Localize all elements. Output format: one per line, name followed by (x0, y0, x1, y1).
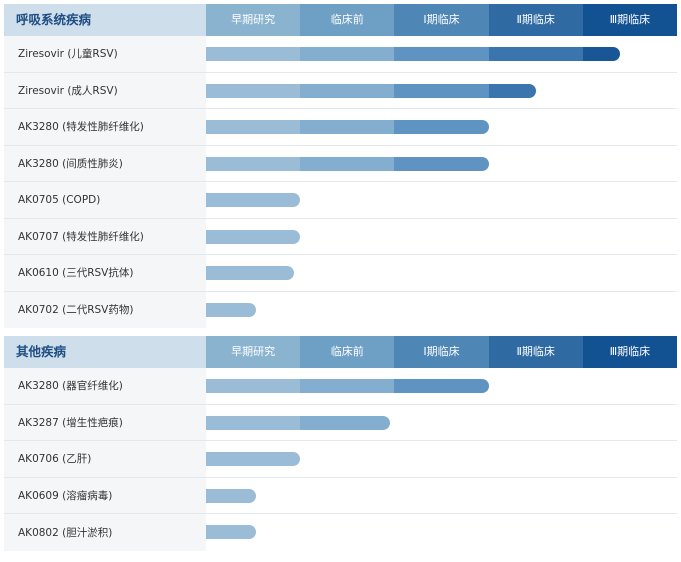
pipeline-row: AK0609 (溶瘤病毒) (4, 477, 677, 514)
stage-header-5: Ⅲ期临床 (582, 336, 677, 368)
drug-label: AK3280 (特发性肺纤维化) (4, 109, 206, 145)
pipeline-row: AK0610 (三代RSV抗体) (4, 255, 677, 292)
drug-label: AK0609 (溶瘤病毒) (4, 477, 206, 513)
progress-bar (206, 452, 301, 466)
drug-label: AK0705 (COPD) (4, 182, 206, 218)
progress-bar (206, 488, 256, 503)
bar-segment-stage-1 (206, 415, 301, 430)
other-diseases-panel: 其他疾病 早期研究 临床前 Ⅰ期临床 Ⅱ期临床 Ⅲ期临床 AK3280 (器官纤维化) A… (4, 336, 677, 551)
bar-segment-stage-1 (206, 452, 301, 466)
bar-track (206, 514, 677, 551)
bar-segment-stage-3 (394, 47, 489, 61)
bar-track (206, 441, 677, 477)
bar-track (206, 292, 677, 329)
progress-bar (206, 379, 489, 393)
bar-track (206, 109, 677, 145)
bar-segment-stage-2 (300, 156, 395, 171)
bar-segment-stage-1 (206, 120, 301, 134)
pipeline-row: AK0706 (乙肝) (4, 441, 677, 478)
drug-label: AK0610 (三代RSV抗体) (4, 255, 206, 291)
bar-segment-stage-3 (394, 120, 489, 134)
bar-track (206, 182, 677, 218)
respiratory-panel: 呼吸系统疾病 早期研究 临床前 Ⅰ期临床 Ⅱ期临床 Ⅲ期临床 Ziresovir (儿童… (4, 4, 677, 328)
bar-track (206, 368, 677, 404)
bar-segment-stage-4 (488, 83, 536, 98)
pipeline-row: Ziresovir (成人RSV) (4, 72, 677, 109)
other-diseases-rows: AK3280 (器官纤维化) AK3287 (增生性疤痕) AK0706 (乙肝) A… (4, 368, 677, 551)
progress-bar (206, 120, 489, 134)
drug-label: AK0802 (胆汁淤积) (4, 514, 206, 551)
bar-segment-stage-1 (206, 266, 294, 280)
drug-label: AK0706 (乙肝) (4, 441, 206, 477)
pipeline-row: AK0802 (胆汁淤积) (4, 514, 677, 551)
pipeline-row: AK3287 (增生性疤痕) (4, 404, 677, 441)
bar-segment-stage-3 (394, 83, 489, 98)
stage-header-1: 早期研究 (206, 336, 301, 368)
drug-label: AK0702 (二代RSV药物) (4, 291, 206, 328)
bar-segment-stage-3 (394, 156, 489, 171)
bar-track (206, 478, 677, 514)
bar-segment-stage-5 (582, 47, 621, 61)
progress-bar (206, 47, 621, 61)
progress-bar (206, 525, 256, 539)
drug-label: Ziresovir (成人RSV) (4, 72, 206, 108)
progress-bar (206, 302, 256, 317)
stage-header-4: Ⅱ期临床 (488, 336, 583, 368)
bar-segment-stage-2 (300, 379, 395, 393)
pipeline-row: AK0707 (特发性肺纤维化) (4, 218, 677, 255)
pipeline-row: AK3280 (间质性肺炎) (4, 145, 677, 182)
bar-segment-stage-2 (300, 415, 390, 430)
bar-segment-stage-1 (206, 488, 256, 503)
bar-track (206, 255, 677, 291)
pipeline-row: AK3280 (特发性肺纤维化) (4, 109, 677, 146)
bar-segment-stage-2 (300, 47, 395, 61)
bar-segment-stage-2 (300, 83, 395, 98)
bar-track (206, 146, 677, 182)
bar-segment-stage-1 (206, 47, 301, 61)
bar-segment-stage-4 (488, 47, 583, 61)
stage-header-1: 早期研究 (206, 4, 301, 36)
bar-segment-stage-1 (206, 156, 301, 171)
bar-segment-stage-1 (206, 229, 301, 244)
stage-header-4: Ⅱ期临床 (488, 4, 583, 36)
stage-header-2: 临床前 (300, 336, 395, 368)
bar-segment-stage-1 (206, 302, 256, 317)
progress-bar (206, 193, 301, 207)
bar-segment-stage-1 (206, 525, 256, 539)
respiratory-header: 呼吸系统疾病 早期研究 临床前 Ⅰ期临床 Ⅱ期临床 Ⅲ期临床 (4, 4, 677, 36)
progress-bar (206, 229, 301, 244)
stage-header-3: Ⅰ期临床 (394, 4, 489, 36)
pipeline-row: Ziresovir (儿童RSV) (4, 36, 677, 73)
drug-label: Ziresovir (儿童RSV) (4, 36, 206, 72)
drug-label: AK3280 (器官纤维化) (4, 368, 206, 404)
other-diseases-header: 其他疾病 早期研究 临床前 Ⅰ期临床 Ⅱ期临床 Ⅲ期临床 (4, 336, 677, 368)
bar-track (206, 219, 677, 255)
progress-bar (206, 415, 390, 430)
bar-segment-stage-1 (206, 193, 301, 207)
pipeline-row: AK0705 (COPD) (4, 182, 677, 219)
respiratory-rows: Ziresovir (儿童RSV) Ziresovir (成人RSV) AK3280… (4, 36, 677, 328)
drug-label: AK0707 (特发性肺纤维化) (4, 218, 206, 254)
stage-header-5: Ⅲ期临床 (582, 4, 677, 36)
bar-track (206, 405, 677, 441)
bar-track (206, 36, 677, 72)
bar-segment-stage-1 (206, 379, 301, 393)
section-title: 呼吸系统疾病 (16, 12, 92, 27)
bar-segment-stage-2 (300, 120, 395, 134)
stage-header-2: 临床前 (300, 4, 395, 36)
drug-label: AK3280 (间质性肺炎) (4, 145, 206, 181)
progress-bar (206, 156, 489, 171)
bar-segment-stage-3 (394, 379, 489, 393)
bar-segment-stage-1 (206, 83, 301, 98)
pipeline-row: AK0702 (二代RSV药物) (4, 291, 677, 329)
drug-label: AK3287 (增生性疤痕) (4, 404, 206, 440)
stage-header-3: Ⅰ期临床 (394, 336, 489, 368)
bar-track (206, 73, 677, 109)
pipeline-row: AK3280 (器官纤维化) (4, 368, 677, 405)
section-title: 其他疾病 (16, 344, 67, 359)
progress-bar (206, 83, 536, 98)
progress-bar (206, 266, 294, 280)
